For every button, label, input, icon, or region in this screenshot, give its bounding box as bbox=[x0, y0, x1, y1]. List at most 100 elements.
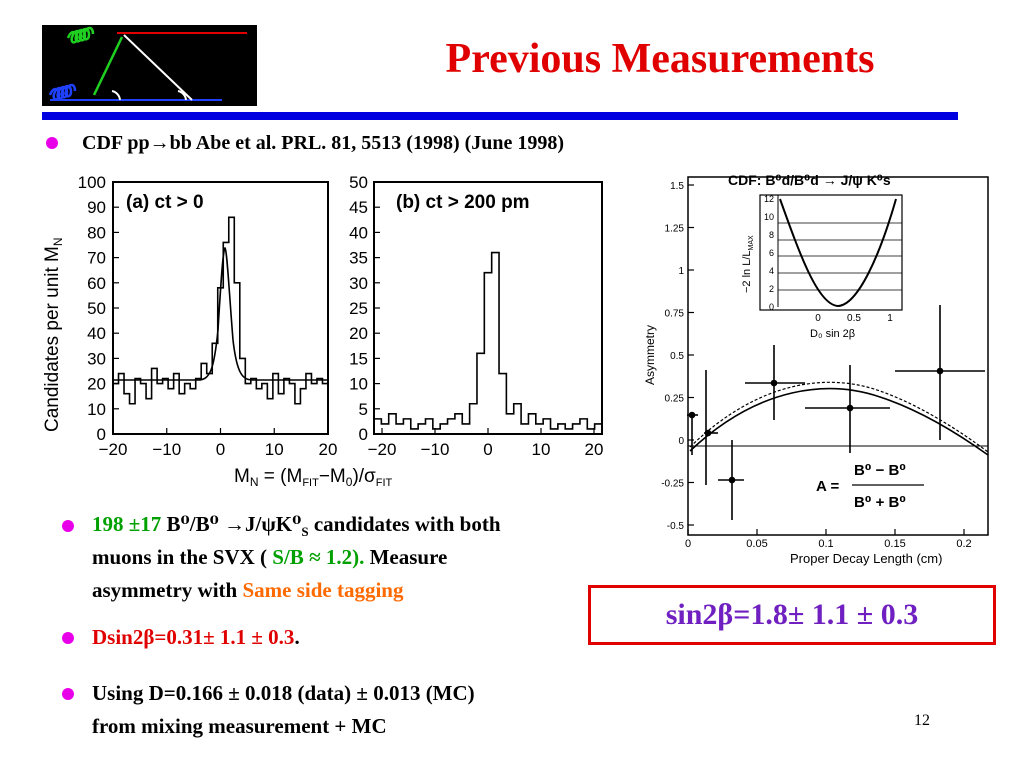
panel-a-histogram bbox=[113, 216, 328, 405]
left-figure-ylabel: Candidates per unit MN bbox=[42, 237, 65, 432]
y-tick-label: -0.5 bbox=[667, 521, 685, 532]
svg-text:B⁰ + B⁰: B⁰ + B⁰ bbox=[854, 494, 906, 511]
mass-histogram-figure: Candidates per unit MN (a) ct > 0 0 10 20 3… bbox=[38, 170, 620, 490]
y-tick-label: 10 bbox=[87, 400, 106, 419]
x-tick-label: −10 bbox=[421, 440, 450, 459]
y-tick-label: 40 bbox=[87, 324, 106, 343]
result-box: sin2β=1.8± 1.1 ± 0.3 bbox=[588, 585, 996, 645]
x-tick-label: 0.05 bbox=[746, 538, 767, 550]
slide-title: Previous Measurements bbox=[445, 36, 875, 82]
candidate-count: 198 ±17 bbox=[92, 512, 162, 536]
bullet-2-line-2: muons in the SVX ( S/B ≈ 1.2). Measure bbox=[92, 545, 448, 569]
y-tick-label: 70 bbox=[87, 249, 106, 268]
x-tick-label: −20 bbox=[368, 440, 397, 459]
bullet-dot bbox=[62, 688, 74, 700]
panel-a-yticks: 0 10 20 30 40 50 60 70 80 90 100 bbox=[78, 173, 119, 444]
y-tick-label: 35 bbox=[349, 249, 368, 268]
data-points bbox=[687, 305, 985, 520]
asymmetry-figure: CDF: B⁰d/B⁰d → J/ψ K⁰s Asymmetry -0.5-0.… bbox=[640, 165, 992, 570]
left-figure-xlabel: MN = (MFIT−M0)/σFIT bbox=[234, 466, 393, 489]
y-tick-label: 60 bbox=[87, 274, 106, 293]
y-tick-label: 90 bbox=[87, 198, 106, 217]
y-tick-label: 0 bbox=[97, 425, 106, 444]
y-tick-label: 0.5 bbox=[670, 351, 684, 362]
x-tick-label: 20 bbox=[585, 440, 604, 459]
bullet-2-line-3: asymmetry with Same side tagging bbox=[92, 578, 404, 602]
fit-curve-solid bbox=[689, 387, 989, 456]
inset-xticks: 0 0.5 1 bbox=[815, 313, 893, 324]
fit-curve-dotted bbox=[689, 381, 989, 453]
x-tick-label: 0 bbox=[685, 538, 691, 550]
inset-x-tick-label: 0.5 bbox=[847, 313, 861, 324]
x-tick-label: 10 bbox=[265, 440, 284, 459]
asymmetry-ylabel: Asymmetry bbox=[643, 325, 657, 385]
y-tick-label: 30 bbox=[87, 349, 106, 368]
panel-a-xticks: −20 −10 0 10 20 bbox=[99, 428, 338, 459]
y-tick-label: 5 bbox=[359, 400, 368, 419]
inset-y-tick-label: 0 bbox=[769, 302, 774, 312]
inset-xlabel: D₀ sin 2β bbox=[810, 328, 855, 340]
y-tick-label: 20 bbox=[87, 375, 106, 394]
panel-b-frame bbox=[373, 181, 603, 435]
y-tick-label: 100 bbox=[78, 173, 106, 192]
panel-a-frame bbox=[112, 181, 329, 435]
bullet-dot bbox=[62, 520, 74, 532]
y-tick-label: 30 bbox=[349, 274, 368, 293]
x-tick-label: 10 bbox=[532, 440, 551, 459]
bullet-1-rest: Abe et al. PRL. 81, 5513 (1998) (June 19… bbox=[191, 132, 565, 154]
y-tick-label: 50 bbox=[87, 299, 106, 318]
y-tick-label: 20 bbox=[349, 324, 368, 343]
y-tick-label: 1.25 bbox=[665, 224, 685, 235]
panel-b-label: (b) ct > 200 pm bbox=[396, 192, 530, 213]
page-number: 12 bbox=[914, 712, 930, 729]
bullet-dot bbox=[46, 137, 58, 149]
likelihood-curve bbox=[779, 198, 897, 308]
bullet-1-text: CDF pp→bb Abe et al. PRL. 81, 5513 (1998… bbox=[82, 130, 564, 156]
same-side-tagging: Same side tagging bbox=[242, 578, 404, 602]
inset-yticks: 0 2 4 6 8 10 12 bbox=[764, 194, 774, 312]
inset-y-tick-label: 4 bbox=[769, 266, 774, 276]
x-tick-label: 0 bbox=[216, 440, 225, 459]
inset-y-tick-label: 10 bbox=[764, 212, 774, 222]
inset-ylabel: −2 ln L/LMAX bbox=[741, 235, 755, 293]
panel-b-yticks: 0 5 10 15 20 25 30 35 40 45 50 bbox=[349, 173, 380, 444]
x-tick-label: 0.15 bbox=[884, 538, 905, 550]
panel-b-xticks: −20 −10 0 10 20 bbox=[368, 428, 604, 459]
logo-image bbox=[42, 25, 257, 106]
y-tick-label: 80 bbox=[87, 223, 106, 242]
panel-a-label: (a) ct > 0 bbox=[126, 192, 204, 213]
bullet-1-prefix: CDF bbox=[82, 132, 128, 154]
asymmetry-xlabel: Proper Decay Length (cm) bbox=[790, 551, 942, 566]
y-tick-label: 50 bbox=[349, 173, 368, 192]
y-tick-label: -0.25 bbox=[661, 479, 684, 490]
inset-gridlines bbox=[778, 222, 902, 291]
signal-background: S/B ≈ 1.2). bbox=[272, 545, 365, 569]
inset-x-tick-label: 0 bbox=[815, 313, 821, 324]
inset-y-tick-label: 12 bbox=[764, 194, 774, 204]
inset-y-tick-label: 2 bbox=[769, 284, 774, 294]
y-tick-label: 1.5 bbox=[670, 181, 684, 192]
decay-channel: B⁰/B⁰ →J/ψK⁰ bbox=[161, 512, 302, 536]
y-tick-label: 0 bbox=[359, 425, 368, 444]
x-tick-label: 0.1 bbox=[818, 538, 833, 550]
asymmetry-xticks: 0 0.05 0.1 0.15 0.2 bbox=[685, 529, 972, 550]
x-tick-label: −20 bbox=[99, 440, 128, 459]
svg-text:A =: A = bbox=[816, 478, 839, 495]
y-tick-label: 1 bbox=[678, 266, 684, 277]
x-tick-label: −10 bbox=[152, 440, 181, 459]
x-tick-label: 20 bbox=[319, 440, 338, 459]
y-tick-label: 0 bbox=[678, 436, 684, 447]
likelihood-inset-frame bbox=[759, 194, 903, 311]
sin2beta-result: sin2β=1.8± 1.1 ± 0.3 bbox=[665, 598, 919, 631]
dsin2beta-result: Dsin2β=0.31± 1.1 ± 0.3 bbox=[92, 625, 295, 649]
bullet-4-line-2: from mixing measurement + MC bbox=[92, 714, 387, 738]
inset-y-tick-label: 8 bbox=[769, 230, 774, 240]
x-tick-label: 0.2 bbox=[956, 538, 971, 550]
svg-text:B⁰ − B⁰: B⁰ − B⁰ bbox=[854, 462, 906, 479]
y-tick-label: 0.25 bbox=[665, 394, 685, 405]
y-tick-label: 25 bbox=[349, 299, 368, 318]
panel-b-histogram bbox=[374, 251, 602, 430]
asymmetry-yticks: -0.5 -0.25 0 0.25 0.5 0.75 1 1.25 1.5 bbox=[661, 181, 694, 532]
bullet-dot bbox=[62, 632, 74, 644]
inset-y-tick-label: 6 bbox=[769, 248, 774, 258]
